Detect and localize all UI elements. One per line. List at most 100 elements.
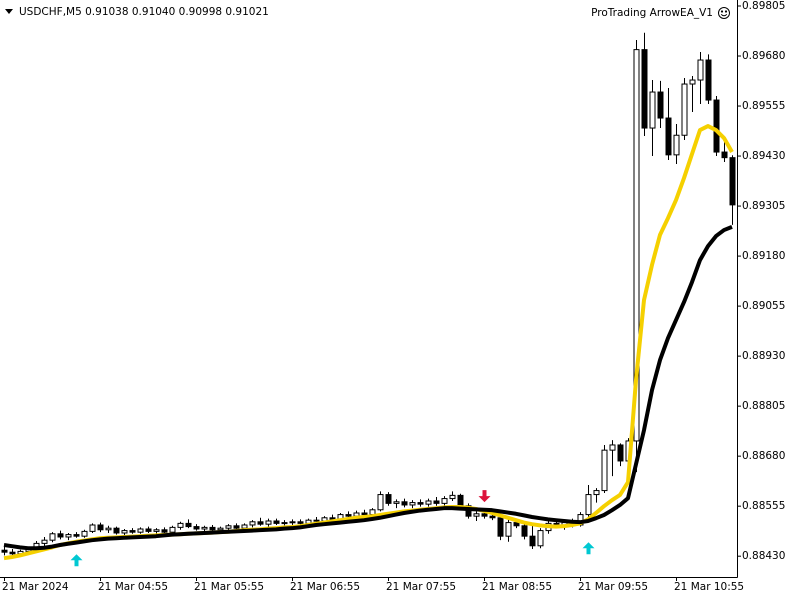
buy-arrow — [582, 542, 595, 555]
candle-body — [65, 534, 72, 538]
candle-body — [89, 524, 96, 532]
y-tick-label: 0.89555 — [742, 100, 785, 112]
candle-body — [161, 529, 168, 533]
candle-body — [1, 549, 8, 553]
candle-body — [313, 519, 320, 522]
candle-body — [729, 157, 736, 206]
moving-average-line — [3, 225, 733, 551]
y-tick-label: 0.89055 — [742, 300, 785, 312]
candle-body — [425, 500, 432, 505]
candle-body — [521, 525, 528, 537]
candle-body — [673, 134, 680, 156]
candle-body — [393, 501, 400, 504]
candle-body — [121, 530, 128, 534]
candle-body — [297, 521, 304, 524]
menu-icon[interactable] — [5, 9, 13, 14]
candle-body — [81, 530, 88, 537]
candle-body — [585, 494, 592, 516]
candle-body — [185, 522, 192, 528]
candle-body — [41, 539, 48, 544]
candle-body — [49, 533, 56, 541]
candle-body — [721, 151, 728, 159]
candle-body — [409, 502, 416, 506]
candle-body — [705, 59, 712, 101]
candle-body — [57, 533, 64, 538]
candle-body — [617, 444, 624, 462]
candle-body — [713, 99, 720, 153]
candle-body — [417, 502, 424, 505]
candle-body — [169, 526, 176, 533]
candle-body — [633, 49, 640, 442]
candle-body — [689, 79, 696, 85]
candle-body — [209, 526, 216, 531]
candle-body — [481, 513, 488, 517]
candle-body — [153, 529, 160, 532]
y-tick-label: 0.89680 — [742, 50, 785, 62]
chart-title: USDCHF,M5 0.91038 0.91040 0.90998 0.9102… — [19, 6, 269, 18]
x-tick-label: 21 Mar 2024 — [2, 581, 69, 593]
indicator-name: ProTrading ArrowEA_V1 — [591, 7, 713, 19]
candle-body — [401, 501, 408, 506]
candle-body — [433, 500, 440, 504]
y-tick-label: 0.89430 — [742, 150, 785, 162]
candle-body — [513, 522, 520, 527]
candle-body — [657, 91, 664, 119]
candle-body — [249, 521, 256, 526]
y-tick-label: 0.88805 — [742, 400, 785, 412]
candle-body — [137, 528, 144, 533]
candle-body — [233, 525, 240, 529]
candle-body — [537, 530, 544, 547]
candle-body — [177, 522, 184, 528]
candle-body — [457, 494, 464, 507]
x-tick-label: 21 Mar 09:55 — [578, 581, 648, 593]
candle-body — [217, 527, 224, 531]
x-tick-label: 21 Mar 06:55 — [290, 581, 360, 593]
smiley-icon — [718, 7, 730, 19]
candle-body — [681, 83, 688, 136]
x-tick-label: 21 Mar 05:55 — [194, 581, 264, 593]
candle-body — [649, 91, 656, 129]
candle-body — [105, 527, 112, 531]
candle-body — [265, 520, 272, 525]
candle-body — [289, 521, 296, 524]
y-tick-label: 0.88930 — [742, 350, 785, 362]
candle-body — [225, 525, 232, 529]
buy-arrow — [70, 554, 83, 567]
candle-body — [441, 498, 448, 504]
candle-body — [113, 527, 120, 534]
candle-body — [257, 521, 264, 525]
candle-body — [129, 530, 136, 533]
y-tick-label: 0.89305 — [742, 200, 785, 212]
candle-body — [345, 514, 352, 517]
candle-body — [73, 534, 80, 537]
candle-body — [361, 512, 368, 516]
candle-body — [601, 449, 608, 492]
candle-body — [273, 520, 280, 524]
candle-body — [473, 513, 480, 517]
candle-body — [449, 494, 456, 500]
x-tick-label: 21 Mar 04:55 — [98, 581, 168, 593]
candle-body — [281, 522, 288, 525]
candle-body — [529, 535, 536, 547]
candle-body — [697, 59, 704, 81]
candle-body — [377, 494, 384, 511]
candle-body — [641, 49, 648, 129]
sell-arrow — [478, 490, 491, 503]
candle-body — [201, 526, 208, 530]
x-tick-label: 21 Mar 08:55 — [482, 581, 552, 593]
x-tick-label: 21 Mar 07:55 — [386, 581, 456, 593]
y-tick-label: 0.89180 — [742, 250, 785, 262]
candle-body — [241, 524, 248, 529]
candle-body — [609, 444, 616, 451]
y-tick-label: 0.88555 — [742, 500, 785, 512]
candle-body — [593, 490, 600, 496]
candle-body — [489, 515, 496, 519]
candle-body — [193, 526, 200, 530]
candle-body — [97, 524, 104, 531]
candle-body — [665, 117, 672, 156]
y-tick-label: 0.89805 — [742, 0, 785, 12]
candle-body — [9, 551, 16, 555]
y-tick-label: 0.88680 — [742, 450, 785, 462]
candle-body — [145, 528, 152, 532]
